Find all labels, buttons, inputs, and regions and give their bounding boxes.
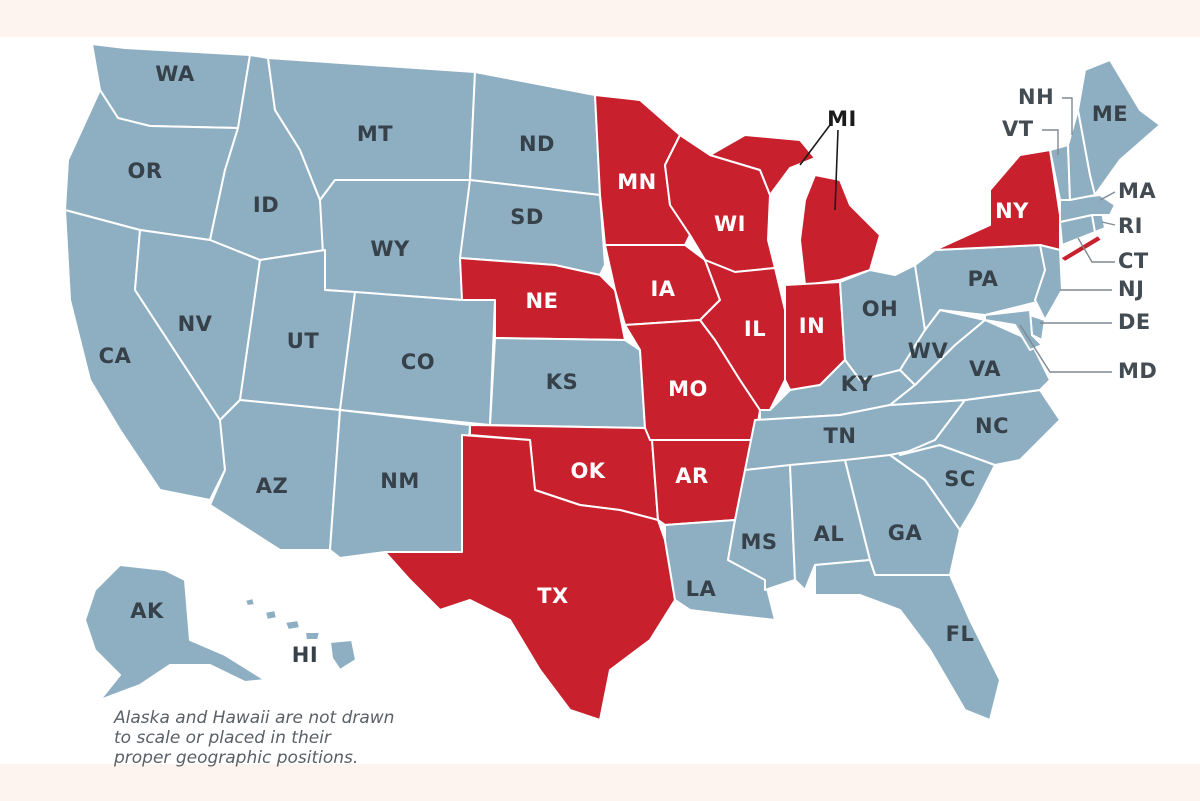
leader-ma	[1099, 191, 1116, 201]
leader-ct	[1077, 237, 1115, 263]
state-label-ar: AR	[675, 464, 708, 488]
state-ma[interactable]	[1059, 194, 1116, 223]
leader-lines	[799, 97, 1116, 373]
state-ny-long-island[interactable]	[1059, 234, 1103, 263]
state-label-id: ID	[253, 193, 279, 217]
state-label-ok: OK	[570, 459, 605, 483]
state-label-ks: KS	[546, 370, 578, 394]
state-label-nm: NM	[380, 469, 419, 493]
state-hi[interactable]	[244, 597, 357, 671]
state-label-al: AL	[814, 522, 845, 546]
state-label-tx: TX	[537, 584, 569, 608]
state-label-nj: NJ	[1118, 277, 1144, 301]
leader-mi-lower	[834, 129, 839, 211]
state-tx[interactable]	[384, 434, 676, 721]
state-label-mn: MN	[617, 170, 656, 194]
state-label-ut: UT	[287, 329, 320, 353]
state-label-az: AZ	[256, 474, 288, 498]
state-co[interactable]	[339, 291, 496, 426]
state-label-me: ME	[1092, 102, 1128, 126]
leader-ri	[1101, 221, 1116, 226]
states-layer	[64, 43, 1161, 721]
state-label-sc: SC	[944, 467, 976, 491]
state-label-wa: WA	[155, 62, 195, 86]
state-label-wi: WI	[714, 212, 746, 236]
state-me[interactable]	[1077, 59, 1161, 196]
footnote-line-2: to scale or placed in their	[114, 728, 331, 748]
state-label-ms: MS	[740, 530, 777, 554]
state-label-ma: MA	[1118, 179, 1156, 203]
leader-nh	[1062, 97, 1073, 135]
state-label-ia: IA	[650, 277, 675, 301]
state-label-co: CO	[401, 350, 435, 374]
state-label-in: IN	[799, 314, 825, 338]
state-label-nd: ND	[519, 132, 555, 156]
map-footnote: Alaska and Hawaii are not drawn to scale…	[114, 708, 514, 768]
state-label-ca: CA	[99, 344, 132, 368]
state-label-ga: GA	[888, 521, 923, 545]
state-label-ak: AK	[130, 599, 164, 623]
state-label-nv: NV	[178, 312, 213, 336]
state-label-nc: NC	[975, 414, 1009, 438]
leader-mi-upper	[799, 124, 831, 166]
state-label-ct: CT	[1118, 249, 1149, 273]
footnote-line-1: Alaska and Hawaii are not drawn	[114, 708, 395, 728]
state-label-nh: NH	[1018, 85, 1054, 109]
state-labels: WA OR CA ID NV MT WY UT AZ CO NM ND SD NE KS OK TX MN IA MO…	[99, 62, 1157, 667]
state-label-il: IL	[744, 317, 766, 341]
state-ak[interactable]	[84, 564, 266, 701]
state-label-vt: VT	[1002, 117, 1034, 141]
state-label-mo: MO	[668, 377, 708, 401]
state-label-tn: TN	[824, 424, 857, 448]
state-label-md: MD	[1118, 359, 1157, 383]
state-fl[interactable]	[814, 559, 1001, 721]
state-label-ne: NE	[526, 289, 559, 313]
state-label-wy: WY	[370, 237, 410, 261]
state-label-va: VA	[969, 357, 1001, 381]
state-label-mi: MI	[827, 107, 857, 131]
state-label-or: OR	[127, 159, 162, 183]
state-label-mt: MT	[357, 122, 393, 146]
state-label-de: DE	[1118, 310, 1151, 334]
leader-md	[1019, 324, 1112, 373]
leader-vt	[1042, 129, 1059, 155]
state-label-sd: SD	[510, 205, 544, 229]
state-label-oh: OH	[862, 297, 898, 321]
footnote-line-3: proper geographic positions.	[114, 748, 359, 768]
state-label-ny: NY	[995, 199, 1029, 223]
state-label-la: LA	[686, 577, 717, 601]
state-md[interactable]	[984, 309, 1043, 351]
state-label-fl: FL	[946, 622, 975, 646]
state-label-ri: RI	[1118, 214, 1143, 238]
state-label-pa: PA	[968, 267, 999, 291]
state-label-wv: WV	[908, 339, 949, 363]
state-label-hi: HI	[292, 643, 318, 667]
state-label-ky: KY	[841, 372, 874, 396]
